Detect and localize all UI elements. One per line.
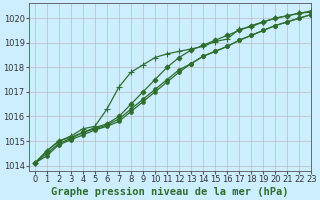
X-axis label: Graphe pression niveau de la mer (hPa): Graphe pression niveau de la mer (hPa) <box>51 186 289 197</box>
